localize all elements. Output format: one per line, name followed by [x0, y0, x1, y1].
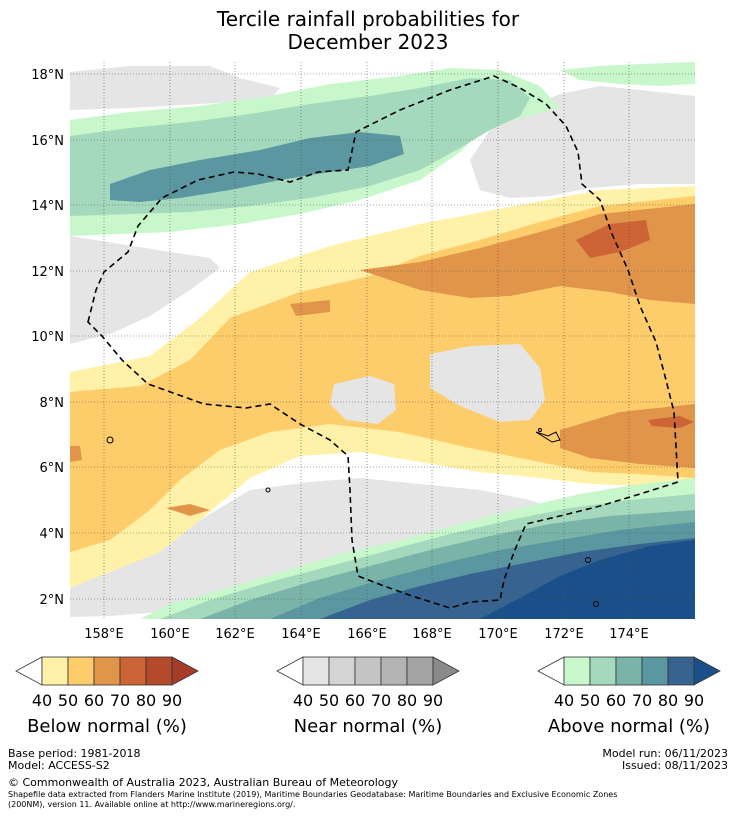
legend-near-tick-label: 90: [423, 691, 443, 710]
lon-label-160e: 160°E: [150, 627, 190, 642]
below-normal-60-patch-center: [290, 300, 330, 316]
lon-label-170e: 170°E: [478, 627, 518, 642]
lon-label-168e: 168°E: [412, 627, 452, 642]
footer-right: Model run: 06/11/2023 Issued: 08/11/2023: [602, 748, 728, 772]
map-title: Tercile rainfall probabilities for Decem…: [0, 8, 736, 54]
legend-near-arrow-low: [276, 656, 304, 686]
footer-left: Base period: 1981-2018 Model: ACCESS-S2: [8, 748, 140, 772]
legend-above-tick-label: 40: [554, 691, 574, 710]
lat-label-16n: 16°N: [31, 134, 64, 149]
issued-text: Issued: 08/11/2023: [621, 759, 728, 772]
legend-below-swatch: [119, 656, 147, 686]
legend-below-normal: 40 50 60 70 80 90: [15, 656, 199, 710]
model-run-text: Model run: 06/11/2023: [602, 747, 728, 760]
legend-below-swatch: [67, 656, 95, 686]
above-normal-90-south-region: [480, 540, 695, 619]
island-markers: [106, 428, 599, 607]
model-text: Model: ACCESS-S2: [8, 759, 110, 772]
lon-label-166e: 166°E: [347, 627, 387, 642]
legend-above-normal: 40 50 60 70 80 90: [537, 656, 721, 710]
legend-below-tick-label: 90: [162, 691, 182, 710]
legend-below-swatch: [145, 656, 173, 686]
lon-label-162e: 162°E: [215, 627, 255, 642]
legend-above-arrow-high: [693, 656, 721, 686]
legend-below-tick-label: 50: [58, 691, 78, 710]
lat-label-8n: 8°N: [40, 396, 65, 411]
eez-boundary-line: [87, 75, 679, 609]
lat-label-18n: 18°N: [31, 68, 64, 83]
legend-below-swatch: [93, 656, 121, 686]
longitude-labels: 158°E 160°E 162°E 164°E 166°E 168°E 170°…: [84, 627, 649, 642]
legend-below-tick-label: 40: [32, 691, 52, 710]
base-period-text: Base period: 1981-2018: [8, 747, 141, 760]
below-normal-70-region-ne: [576, 220, 650, 258]
lat-label-12n: 12°N: [31, 265, 64, 280]
legend-above-arrow-low: [537, 656, 565, 686]
legend-below-swatch: [41, 656, 69, 686]
map-panel: [70, 62, 695, 619]
lon-label-172e: 172°E: [544, 627, 584, 642]
legend-below-tick-label: 60: [84, 691, 104, 710]
legend-near-tick-label: 60: [345, 691, 365, 710]
below-normal-60-patch-west: [70, 446, 82, 462]
legend-near-arrow-high: [432, 656, 460, 686]
legend-above-normal-title: Above normal (%): [547, 716, 711, 737]
gridlines: [70, 62, 695, 619]
lon-label-164e: 164°E: [281, 627, 321, 642]
legend-above-swatch: [641, 656, 669, 686]
legend-below-arrow-low: [15, 656, 43, 686]
legend-below-arrow-high: [171, 656, 199, 686]
below-normal-60-patch-sw: [166, 504, 210, 516]
legend-near-tick-label: 40: [293, 691, 313, 710]
legend-near-swatch: [380, 656, 408, 686]
latitude-labels: 18°N 16°N 14°N 12°N 10°N 8°N 6°N 4°N 2°N: [31, 68, 64, 608]
legend-above-swatch: [615, 656, 643, 686]
above-normal-40-northeast-strip: [560, 62, 695, 86]
legend-above-swatch: [563, 656, 591, 686]
legend-near-tick-label: 80: [397, 691, 417, 710]
title-line-1: Tercile rainfall probabilities for: [216, 7, 520, 31]
legend-near-normal-title: Near normal (%): [293, 716, 443, 737]
title-line-2: December 2023: [287, 30, 449, 54]
lat-label-10n: 10°N: [31, 330, 64, 345]
near-normal-patch-northwest: [70, 66, 280, 110]
legend-above-swatch: [589, 656, 617, 686]
legend-near-normal: 40 50 60 70 80 90: [276, 656, 460, 710]
shapefile-credit: Shapefile data extracted from Flanders M…: [8, 790, 617, 810]
near-normal-patch-south: [70, 478, 560, 617]
legend-above-tick-label: 80: [658, 691, 678, 710]
legend-above-tick-label: 60: [606, 691, 626, 710]
above-normal-60-north-region: [110, 132, 404, 202]
legend-near-tick-label: 50: [319, 691, 339, 710]
near-normal-patch-center: [330, 376, 396, 424]
legend-near-swatch: [354, 656, 382, 686]
legend-near-swatch: [406, 656, 434, 686]
legend-above-tick-label: 50: [580, 691, 600, 710]
legend-near-tick-label: 70: [371, 691, 391, 710]
below-normal-70-region-se: [648, 416, 694, 428]
lat-label-2n: 2°N: [40, 593, 65, 608]
shapefile-credit-line-1: Shapefile data extracted from Flanders M…: [8, 790, 618, 799]
legend-near-swatch: [302, 656, 330, 686]
copyright-text: © Commonwealth of Australia 2023, Austra…: [8, 776, 398, 789]
lat-label-4n: 4°N: [40, 527, 65, 542]
lat-label-14n: 14°N: [31, 199, 64, 214]
legend-above-swatch: [667, 656, 695, 686]
legend-below-tick-label: 80: [136, 691, 156, 710]
legend-above-tick-label: 90: [684, 691, 704, 710]
legend-below-normal-title: Below normal (%): [27, 716, 187, 737]
lon-label-174e: 174°E: [609, 627, 649, 642]
legend-below-tick-label: 70: [110, 691, 130, 710]
near-normal-patch-west: [70, 236, 220, 344]
legend-near-swatch: [328, 656, 356, 686]
lon-label-158e: 158°E: [84, 627, 124, 642]
lat-label-6n: 6°N: [40, 461, 65, 476]
legend-above-tick-label: 70: [632, 691, 652, 710]
near-normal-patch-center-right: [430, 344, 545, 422]
shapefile-credit-line-2: (200NM), version 11. Available online at…: [8, 800, 296, 809]
